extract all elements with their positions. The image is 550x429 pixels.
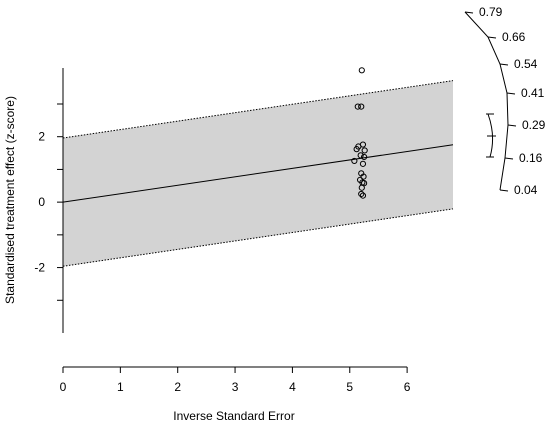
data-point [353, 146, 360, 153]
arc-tick [499, 189, 509, 192]
x-tick-label: 2 [174, 380, 181, 394]
x-tick-label: 3 [232, 380, 239, 394]
arc-tick [499, 63, 509, 66]
arc-tick [504, 157, 514, 160]
x-tick-label: 0 [60, 380, 67, 394]
data-point [359, 141, 367, 148]
arc-tick-label: 0.41 [521, 86, 545, 100]
arc-tick-label: 0.54 [514, 57, 538, 71]
data-point [357, 152, 364, 159]
arc-tick [507, 124, 517, 127]
arc-tick [506, 92, 516, 95]
arc-tick-label: 0.66 [502, 30, 526, 44]
x-tick-label: 5 [346, 380, 353, 394]
y-tick-label: -2 [34, 261, 45, 275]
regression-line-layer [62, 144, 454, 203]
arc-tick-label: 0.79 [479, 5, 503, 19]
data-point [358, 190, 365, 198]
data-point [351, 157, 358, 165]
arc-tick [487, 36, 497, 39]
y-tick-label: 2 [38, 130, 45, 144]
data-points-layer [351, 67, 368, 199]
y-axis-title: Standardised treatment effect (z-score) [3, 96, 17, 304]
data-point [361, 147, 368, 154]
data-point [361, 153, 368, 161]
x-tick-label: 6 [404, 380, 411, 394]
y-tick-label: 0 [38, 195, 45, 209]
secondary-arc-axis: 0.79 0.66 0.54 0.41 0.29 0.16 0.04 [464, 5, 546, 197]
data-point [359, 192, 367, 199]
data-point [358, 184, 365, 191]
data-point [358, 103, 365, 110]
x-axis-title: Inverse Standard Error [173, 409, 294, 423]
x-tick-label: 4 [289, 380, 296, 394]
arc-tick-label: 0.16 [519, 151, 543, 165]
data-point [360, 173, 367, 180]
data-point [359, 160, 367, 167]
arc-tick [464, 11, 474, 14]
data-point [354, 103, 361, 110]
axes-layer: 0 1 2 3 4 5 6 -2 0 2 [34, 68, 411, 394]
arc-tick-label: 0.29 [522, 118, 546, 132]
arc-tick-label: 0.04 [514, 183, 538, 197]
x-tick-label: 1 [117, 380, 124, 394]
data-point [358, 67, 365, 74]
regression-line [62, 144, 454, 203]
